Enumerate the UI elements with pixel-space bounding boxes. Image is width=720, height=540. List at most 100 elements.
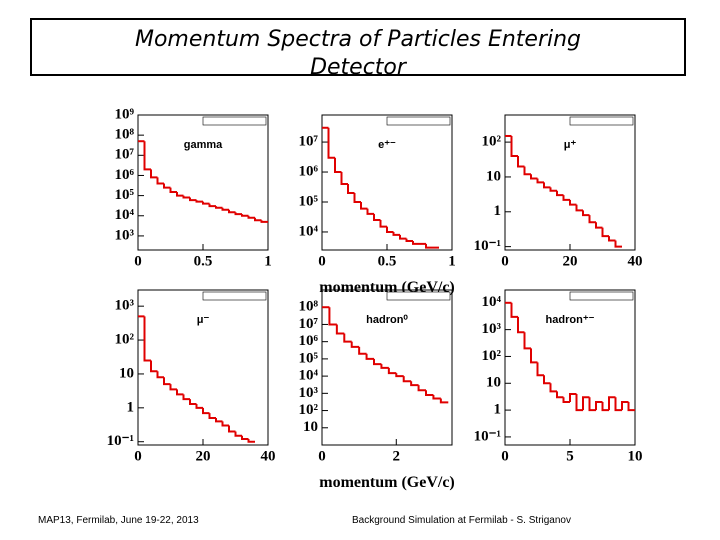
histogram-bin <box>569 392 577 403</box>
x-tick-label: 0 <box>501 253 509 269</box>
histogram-bin <box>556 391 564 399</box>
y-tick-label: 10² <box>482 134 502 150</box>
annotation: hadron⁰ <box>366 314 408 326</box>
y-tick-label: 10⁸ <box>299 299 319 315</box>
histogram-bin <box>150 360 158 373</box>
histogram-bin <box>627 402 635 412</box>
x-tick-label: 0 <box>501 448 509 464</box>
histogram-bin <box>373 213 381 222</box>
histogram-bin <box>425 243 433 249</box>
y-tick-label: 10⁹ <box>115 106 135 122</box>
histogram-bin <box>254 217 262 222</box>
histogram-bin <box>328 307 337 326</box>
histogram-bin <box>195 403 203 409</box>
histogram-bin <box>156 371 164 379</box>
histogram-bin <box>530 348 538 364</box>
histogram-bin <box>601 227 609 238</box>
histogram-bin <box>202 407 210 415</box>
footer-right: Background Simulation at Fermilab - S. S… <box>352 515 571 526</box>
histogram-bin <box>150 169 158 179</box>
histogram-bin <box>523 332 531 350</box>
stats-box <box>202 291 267 301</box>
x-tick-label: 0.5 <box>194 253 213 269</box>
y-tick-label: 10 <box>303 419 318 435</box>
histogram-bin <box>234 212 242 216</box>
histogram-bin <box>517 155 525 168</box>
histogram-bin <box>530 174 538 180</box>
histogram-bin <box>182 195 190 199</box>
x-axis-label: momentum (GeV/c) <box>319 474 455 491</box>
x-tick-label: 1 <box>264 253 272 269</box>
histogram-bin <box>386 226 394 233</box>
histogram-bin <box>595 401 603 411</box>
histogram-bin <box>562 397 570 404</box>
histogram-bin <box>208 203 216 208</box>
x-tick-label: 40 <box>628 253 643 269</box>
x-tick-label: 5 <box>566 448 574 464</box>
histogram-bin <box>347 183 355 194</box>
histogram-bin <box>536 362 544 377</box>
footer-left: MAP13, Fermilab, June 19-22, 2013 <box>38 515 199 526</box>
stats-box <box>569 291 634 301</box>
histogram-bin <box>608 396 616 411</box>
y-tick-label: 10⁴ <box>299 223 319 239</box>
histogram-bin <box>241 214 249 217</box>
title-box: Momentum Spectra of Particles Entering D… <box>30 18 686 80</box>
histogram-bin <box>562 195 570 201</box>
histogram-bin <box>399 234 407 240</box>
y-tick-label: 10³ <box>299 385 319 401</box>
histogram-bin <box>215 206 223 209</box>
histogram-bin <box>417 385 426 392</box>
stats-box <box>386 291 451 301</box>
y-tick-label: 10² <box>115 331 135 347</box>
histogram-bin <box>335 324 345 335</box>
y-tick-label: 10⁶ <box>299 163 319 179</box>
x-tick-label: 2 <box>393 448 401 464</box>
histogram-bin <box>608 236 616 242</box>
histogram-bin <box>365 353 374 360</box>
stats-box <box>569 116 634 126</box>
y-tick-label: 10 <box>486 168 501 184</box>
histogram-bin <box>523 166 531 176</box>
histogram-bin <box>569 199 577 206</box>
x-tick-label: 20 <box>196 448 211 464</box>
y-tick-label: 10⁻¹ <box>107 433 134 449</box>
x-tick-label: 0 <box>134 253 142 269</box>
y-tick-label: 1 <box>494 203 502 219</box>
histogram-bin <box>425 390 434 397</box>
histogram-bin <box>176 389 184 396</box>
y-tick-label: 10⁶ <box>115 167 135 183</box>
histogram-bin <box>350 341 360 348</box>
annotation: μ⁻ <box>197 314 210 326</box>
histogram-bin <box>588 397 596 412</box>
histogram-bin <box>614 240 622 248</box>
histogram-bin <box>189 197 197 202</box>
histogram-bin <box>549 383 557 393</box>
annotation: hadron⁺⁻ <box>546 314 595 326</box>
x-tick-label: 0.5 <box>378 253 397 269</box>
histogram-bin <box>169 187 177 194</box>
y-tick-label: 10⁵ <box>299 193 319 209</box>
histogram-bin <box>358 346 367 355</box>
histogram-bin <box>156 177 164 185</box>
histogram-bin <box>395 373 404 378</box>
histogram-bin <box>402 376 412 383</box>
y-tick-label: 10⁵ <box>299 350 319 366</box>
histogram-bin <box>182 394 190 401</box>
histogram-bin <box>241 435 249 441</box>
histogram-bin <box>143 316 151 362</box>
histogram-bin <box>387 367 397 375</box>
histogram-bin <box>601 402 609 412</box>
histogram-bin <box>221 421 229 427</box>
y-tick-label: 10² <box>482 348 502 364</box>
histogram-bin <box>208 413 216 420</box>
histogram-bin <box>260 220 268 223</box>
histogram-bin <box>202 201 210 205</box>
histogram-bin <box>327 127 335 159</box>
x-tick-label: 10 <box>628 448 643 464</box>
histogram-bin <box>614 397 622 412</box>
histogram-bin <box>189 399 197 405</box>
histogram-bin <box>247 215 255 219</box>
